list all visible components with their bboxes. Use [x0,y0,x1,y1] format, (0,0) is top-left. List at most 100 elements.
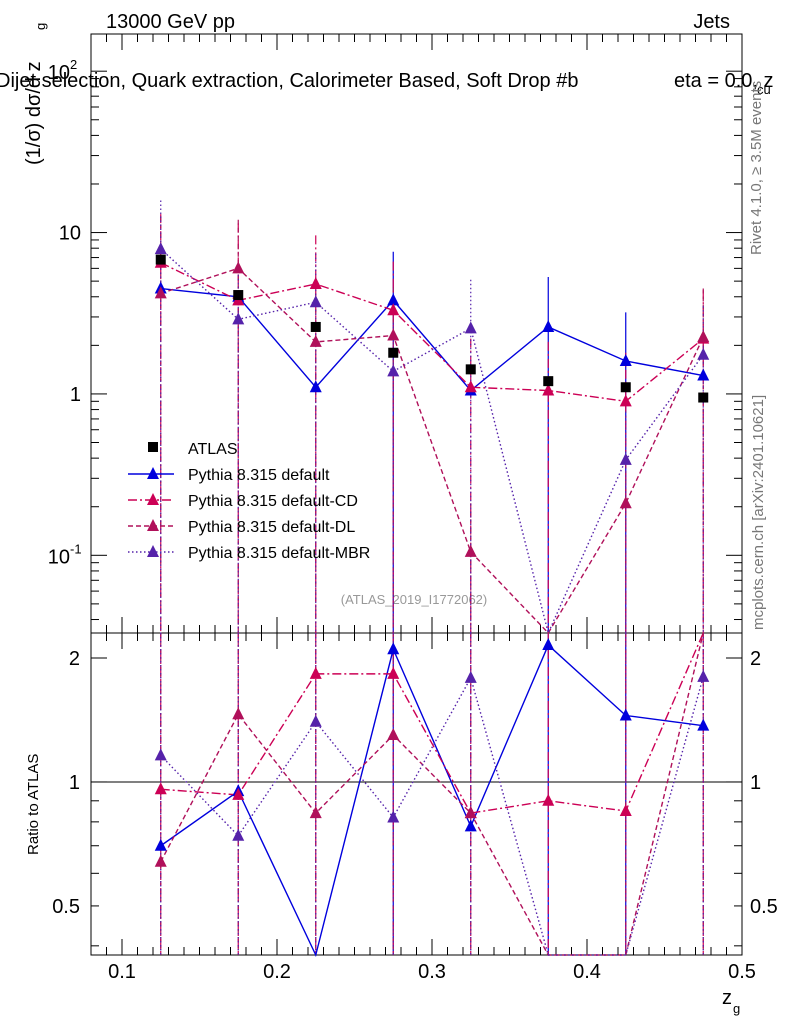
ratio-marker [464,819,477,832]
x-axis-label-subscript: g [733,1001,740,1016]
ratio-marker [619,708,632,721]
ratio-marker [387,810,400,823]
series-marker [232,261,245,274]
ratio-marker [154,782,167,795]
ratio-marker [309,714,322,727]
legend-label: Pythia 8.315 default-DL [188,519,355,536]
ratio-marker [697,718,710,731]
series-marker [697,347,710,360]
legend-marker [147,519,159,531]
series-line [160,248,704,636]
series-marker [387,303,400,316]
legend-label: Pythia 8.315 default-MBR [188,545,370,562]
legend-marker [147,493,159,505]
ratio-marker [464,806,477,819]
ratio-series-line [160,632,704,814]
series-marker [697,368,710,381]
series-marker [309,276,322,289]
series-marker [697,330,710,343]
legend-marker [148,442,158,452]
ratio-marker [154,838,167,851]
analysis-id: (ATLAS_2019_I1772062) [341,592,487,607]
chart-title-overlap: eta = 0.0, z [674,70,774,92]
series-marker [232,312,245,325]
legend-label: Pythia 8.315 default [188,467,330,484]
atlas-marker [465,364,476,375]
y-tick-label: 10 [59,223,81,245]
x-tick-label: 0.4 [573,961,601,983]
ratio-marker [542,793,555,806]
atlas-marker [233,290,244,301]
y-tick-label: 1 [70,384,81,406]
series-marker [464,380,477,393]
rivet-version: Rivet 4.1.0, ≥ 3.5M events [748,81,765,255]
ratio-marker [464,670,477,683]
chart-title-subscript: cu [757,82,771,97]
series-marker [542,319,555,332]
legend-label: Pythia 8.315 default-CD [188,493,358,510]
series-marker [309,295,322,308]
ratio-marker [154,854,167,867]
legend-marker [147,467,159,479]
series-marker [154,286,167,299]
series-line [160,287,704,392]
y-tick-label-exponent: -1 [70,541,82,556]
ratio-axis-label-text: Ratio to ATLAS [25,754,42,855]
x-tick-label: 0.2 [263,961,291,983]
process-label: Jets [693,11,730,33]
series-lines [160,248,704,958]
series-marker [619,452,632,465]
y-tick-label-exponent: 2 [70,57,77,72]
ratio-series-line [160,643,704,958]
chart-title: Dijet selection, Quark extraction, Calor… [0,70,578,92]
atlas-marker [620,382,631,393]
series-line [160,267,704,635]
ratio-marker [619,804,632,817]
x-tick-label: 0.3 [418,961,446,983]
series-marker [387,328,400,341]
ratio-marker [309,666,322,679]
y-tick-label: 10 [48,546,70,568]
y-axis-label: (1/σ) dσ/d z [23,61,45,165]
atlas-marker [543,376,554,387]
atlas-marker [155,254,166,265]
ratio-tick-label-right: 2 [750,648,761,670]
series-marker [154,242,167,255]
ratio-marker [387,728,400,741]
source-label: mcplots.cern.ch [arXiv:2401.10621] [750,395,767,630]
ratio-series-line [160,676,704,956]
ratio-tick-label-right: 0.5 [750,896,778,918]
series-line [160,262,704,403]
series-marker [542,383,555,396]
ratio-tick-label: 2 [69,648,80,670]
legend: ATLAS Pythia 8.315 default Pythia 8.315 de… [128,441,370,562]
ratio-marker [387,642,400,655]
energy-label: 13000 GeV pp [106,11,235,33]
y-axis-label-text: (1/σ) dσ/d z [23,61,45,165]
y-axis-label-sub-text: g [33,23,48,30]
series-marker [387,293,400,306]
ratio-marker [542,638,555,651]
ratio-marker [387,666,400,679]
ratio-marker [697,669,710,682]
rivet-version-text: Rivet 4.1.0, ≥ 3.5M events [748,81,765,255]
ratio-marker [232,707,245,720]
ratio-marker [309,806,322,819]
ratio-axis-label: Ratio to ATLAS [25,754,42,855]
ratio-tick-label: 1 [69,772,80,794]
ratio-marker [232,828,245,841]
series-marker [309,380,322,393]
series-marker [619,394,632,407]
series-marker [387,364,400,377]
ratio-frame [90,632,743,956]
source-text: mcplots.cern.ch [arXiv:2401.10621] [750,395,767,630]
series-marker [309,334,322,347]
x-tick-label: 0.1 [108,961,136,983]
x-tick-label: 0.5 [728,961,756,983]
error-bars [160,200,704,955]
atlas-marker [388,347,399,358]
y-axis-label-subscript: g [33,23,48,30]
atlas-marker [698,392,709,403]
